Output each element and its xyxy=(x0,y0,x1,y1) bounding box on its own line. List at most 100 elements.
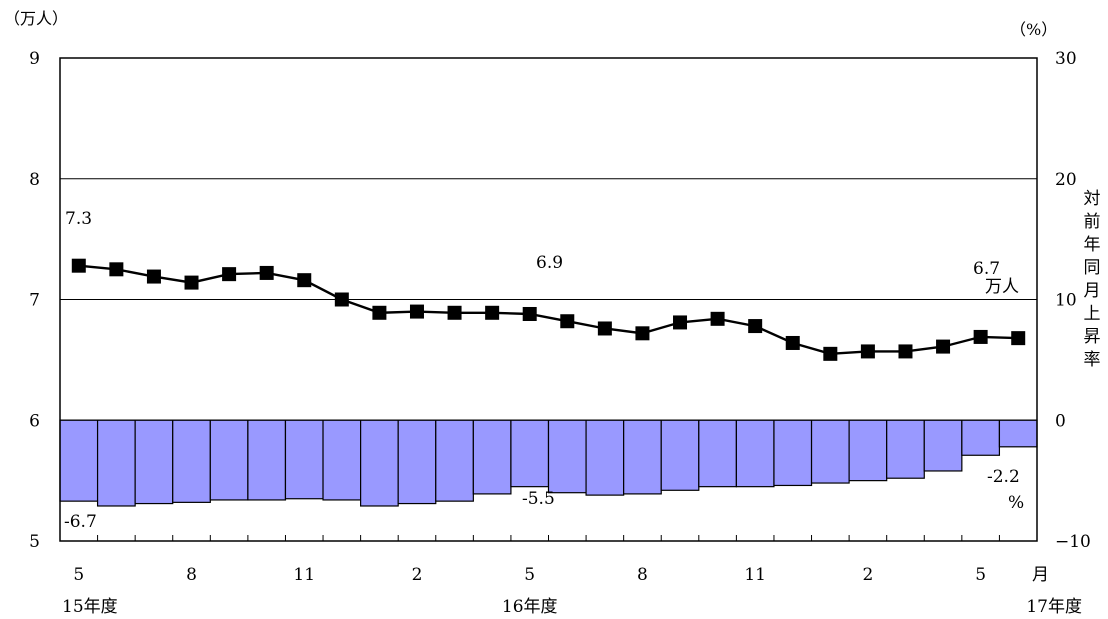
bar-series xyxy=(59,419,1038,507)
right-axis-tick-labels: −10 0 10 20 30 xyxy=(1055,49,1091,552)
bar-18 xyxy=(735,419,775,488)
month-label-12: 5 xyxy=(524,565,535,585)
bar-17 xyxy=(698,419,737,488)
line-marker-3 xyxy=(184,275,199,290)
right-tick-label-3: 20 xyxy=(1055,170,1077,190)
line-marker-4 xyxy=(222,267,237,282)
line-marker-24 xyxy=(973,329,988,344)
bar-1 xyxy=(96,419,136,507)
data-label-bar-last-unit: % xyxy=(1008,493,1024,513)
data-label-bar-last: -2.2 xyxy=(987,467,1020,487)
bar-6 xyxy=(284,419,324,500)
month-label-3: 8 xyxy=(186,565,197,585)
line-marker-11 xyxy=(485,305,500,320)
data-label-bar-first: -6.7 xyxy=(64,512,97,532)
bar-15 xyxy=(623,419,662,495)
bar-13 xyxy=(547,419,587,494)
bar-24 xyxy=(961,419,1001,456)
x-axis-year-labels: 15年度 16年度 17年度 xyxy=(62,597,1082,617)
line-marker-12 xyxy=(522,306,537,321)
x-axis-ticks xyxy=(97,535,1000,541)
bar-23 xyxy=(923,419,963,472)
left-axis-tick-labels: 5 6 7 8 9 xyxy=(29,49,40,552)
line-marker-20 xyxy=(823,346,838,361)
left-axis-unit: （万人） xyxy=(4,9,68,28)
line-marker-18 xyxy=(748,319,763,334)
bar-7 xyxy=(322,419,362,501)
year-label-0: 15年度 xyxy=(62,597,118,617)
line-marker-17 xyxy=(710,311,725,326)
bar-8 xyxy=(360,419,399,507)
line-marker-19 xyxy=(785,335,800,350)
left-tick-label-9: 9 xyxy=(29,49,40,69)
right-axis-title-char-7: 率 xyxy=(1084,350,1101,370)
x-axis-month-labels: 5 8 11 2 5 8 11 2 5 xyxy=(73,565,986,585)
year-label-25: 17年度 xyxy=(1026,597,1082,617)
right-axis-title-char-2: 年 xyxy=(1084,235,1101,255)
bar-22 xyxy=(886,419,925,479)
line-marker-16 xyxy=(673,315,688,330)
bar-10 xyxy=(435,419,474,502)
year-label-12: 16年度 xyxy=(502,597,558,617)
bar-4 xyxy=(209,419,249,501)
month-label-21: 2 xyxy=(862,565,873,585)
bar-25 xyxy=(998,419,1038,448)
right-tick-label-0: −10 xyxy=(1055,532,1091,552)
line-marker-15 xyxy=(635,326,650,341)
line-marker-5 xyxy=(259,265,274,280)
line-series xyxy=(71,258,1026,361)
bar-9 xyxy=(397,419,437,505)
month-label-24: 5 xyxy=(975,565,986,585)
right-axis-title-char-0: 対 xyxy=(1084,189,1101,209)
line-marker-13 xyxy=(560,314,575,329)
data-label-line-first: 7.3 xyxy=(65,209,92,229)
bar-20 xyxy=(810,419,850,484)
bar-19 xyxy=(773,419,813,487)
x-axis-month-unit: 月 xyxy=(1032,565,1049,585)
data-label-line-last-unit: 万人 xyxy=(985,277,1019,297)
line-marker-10 xyxy=(447,305,462,320)
line-marker-22 xyxy=(898,344,913,359)
line-marker-8 xyxy=(372,305,387,320)
right-tick-label-1: 0 xyxy=(1055,411,1066,431)
month-label-18: 11 xyxy=(744,565,766,585)
bar-0 xyxy=(59,419,99,502)
right-axis-title-char-3: 同 xyxy=(1084,258,1101,278)
left-tick-label-7: 7 xyxy=(29,291,40,311)
bar-14 xyxy=(585,419,625,496)
month-label-0: 5 xyxy=(73,565,84,585)
line-marker-23 xyxy=(936,339,951,354)
data-label-line-mid: 6.9 xyxy=(536,253,563,273)
bar-2 xyxy=(134,419,174,505)
left-tick-label-8: 8 xyxy=(29,170,40,190)
bar-11 xyxy=(472,419,512,495)
left-tick-label-6: 6 xyxy=(29,411,40,431)
line-marker-14 xyxy=(597,321,612,336)
line-marker-1 xyxy=(109,262,124,277)
bar-16 xyxy=(660,419,700,491)
line-marker-0 xyxy=(71,258,86,273)
right-axis-unit: （%） xyxy=(1010,20,1057,39)
right-axis-title-char-1: 前 xyxy=(1084,212,1101,232)
left-tick-label-5: 5 xyxy=(29,532,40,552)
line-marker-25 xyxy=(1011,331,1026,346)
line-marker-7 xyxy=(334,292,349,307)
bar-12 xyxy=(510,419,550,488)
month-label-9: 2 xyxy=(412,565,423,585)
right-axis-title-char-4: 月 xyxy=(1084,281,1101,301)
right-tick-label-4: 30 xyxy=(1055,49,1077,69)
bar-3 xyxy=(172,419,211,503)
right-axis-title-char-5: 上 xyxy=(1084,304,1101,324)
data-label-line-last: 6.7 xyxy=(973,259,1000,279)
bar-21 xyxy=(848,419,888,482)
line-marker-9 xyxy=(409,304,424,319)
right-tick-label-2: 10 xyxy=(1055,291,1077,311)
line-marker-21 xyxy=(860,344,875,359)
data-label-bar-mid: -5.5 xyxy=(522,489,555,509)
right-axis-title-char-6: 昇 xyxy=(1084,327,1101,347)
bar-5 xyxy=(247,419,287,501)
month-label-15: 8 xyxy=(637,565,648,585)
